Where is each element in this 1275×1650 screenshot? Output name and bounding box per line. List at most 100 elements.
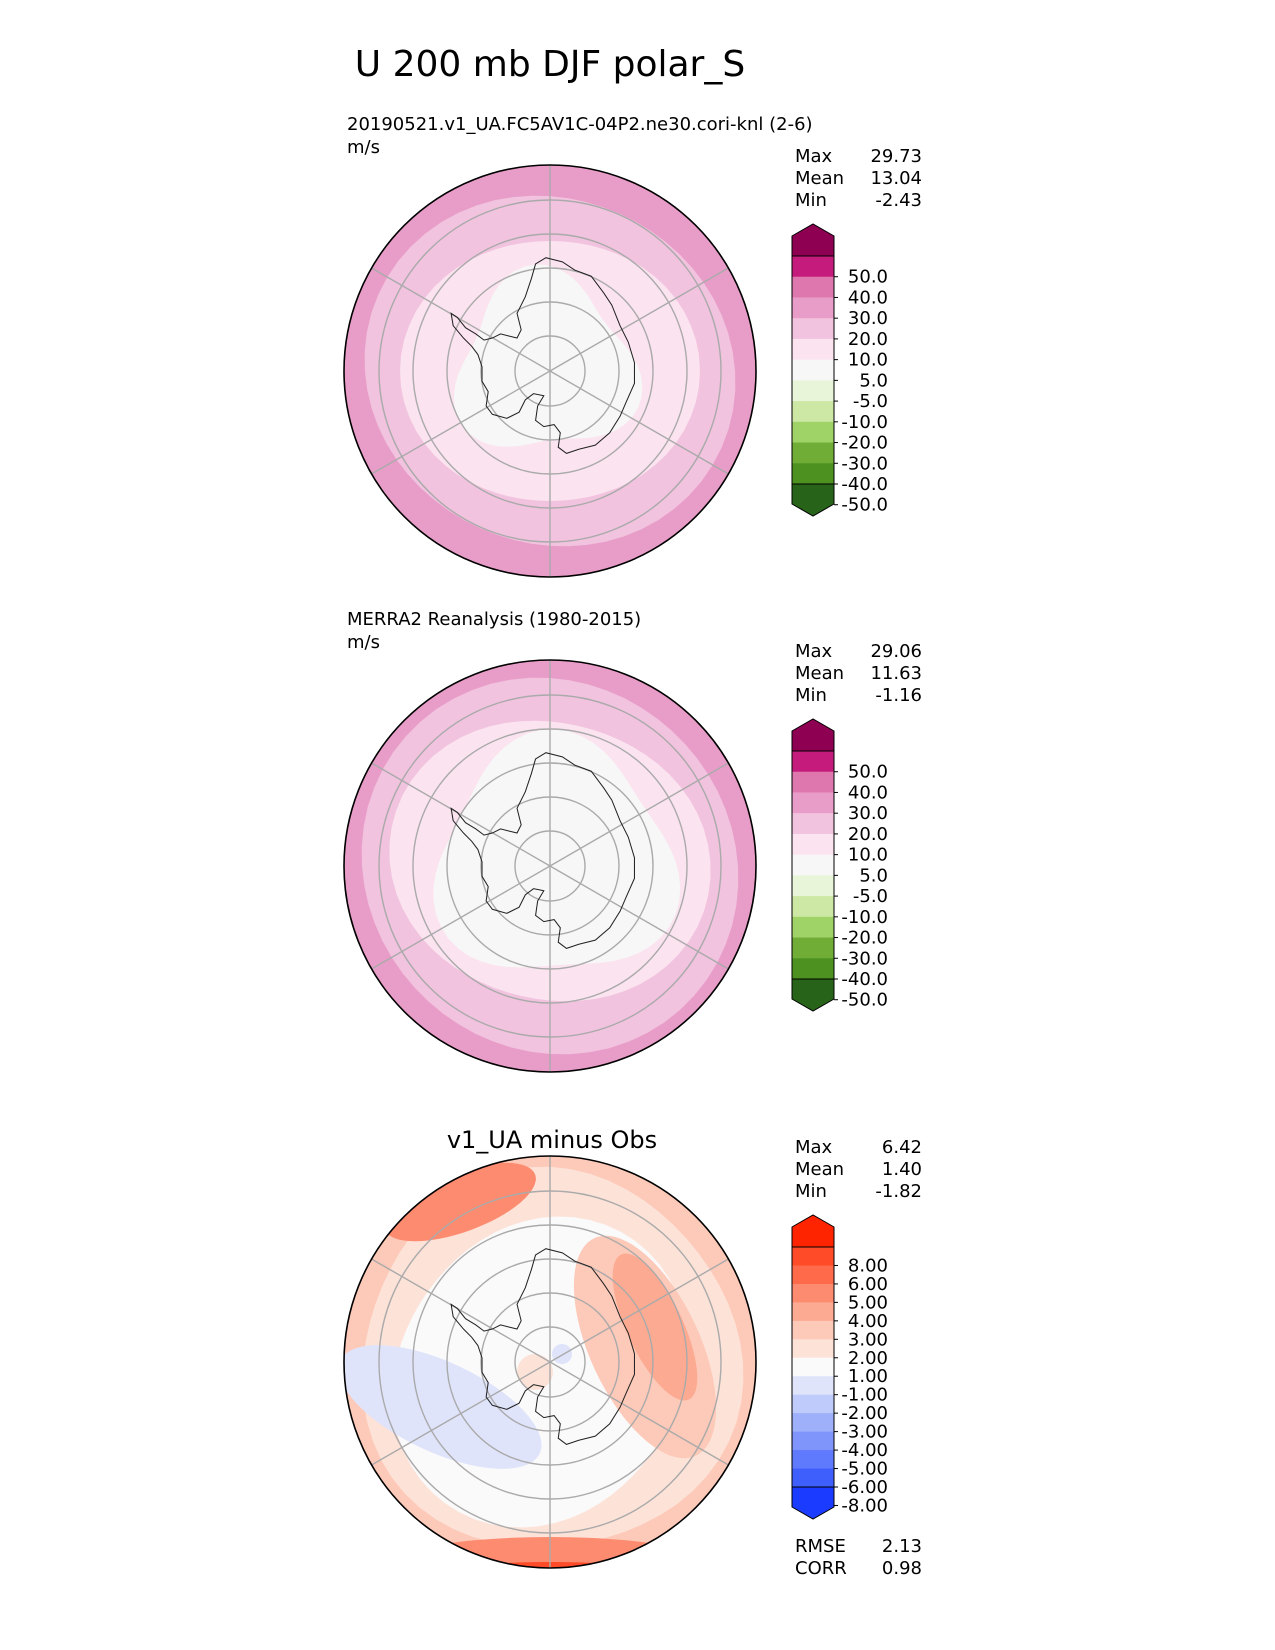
colorbar-segment [792,338,834,361]
colorbar-tick-label: -4.00 [841,1440,888,1461]
colorbar-tick-label: -20.0 [841,433,888,454]
colorbar-tick-label: -10.0 [841,412,888,433]
stat-label: Max [795,641,833,662]
stat-value: 0.98 [882,1558,922,1579]
field-east-core [612,1253,698,1401]
colorbar-frame [791,1246,835,1488]
colorbar-tick-label: -5.0 [853,886,888,907]
stat-label: Mean [795,1159,844,1180]
stat-value: -2.43 [875,190,922,211]
meridian-line [549,267,729,372]
stat-value: 2.13 [882,1536,922,1557]
panel-test-model: 20190521.v1_UA.FC5AV1C-04P2.ne30.cori-kn… [343,114,922,578]
stat-label: Mean [795,663,844,684]
colorbar-tick-label: 30.0 [848,803,888,824]
stat-value: 11.63 [870,663,922,684]
colorbar-segment [792,297,834,319]
colorbar-segment [792,1413,834,1433]
colorbar-segment [792,1468,834,1488]
colorbar-tick-label: 20.0 [848,824,888,845]
colorbar-tick-label: -1.00 [841,1385,888,1406]
colorbar-tick-label: -50.0 [841,495,888,516]
panel-units: m/s [347,137,380,158]
colorbar-segment [792,318,834,340]
meridian-line [549,370,729,475]
colorbar: 50.040.030.020.010.05.0-5.0-10.0-20.0-30… [791,718,888,1012]
colorbar-segment [792,442,834,464]
stat-value: 29.06 [870,641,922,662]
stat-label: Min [795,685,827,706]
stat-label: RMSE [795,1536,846,1557]
colorbar-tick-label: -3.00 [841,1422,888,1443]
colorbar-segment [792,359,834,381]
meridian-line [549,865,729,970]
colorbar-tick-label: 10.0 [848,350,888,371]
panel-title: MERRA2 Reanalysis (1980-2015) [347,609,641,630]
field-center-negative [552,1344,572,1364]
figure-title: U 200 mb DJF polar_S [355,44,745,85]
colorbar: 8.006.005.004.003.002.001.00-1.00-2.00-3… [791,1214,888,1520]
stat-value: -1.82 [875,1181,922,1202]
meridian-line [371,370,551,475]
meridian-line [371,762,551,867]
meridian-line [549,1361,729,1466]
colorbar-tick-label: -2.00 [841,1403,888,1424]
colorbar-tick-label: -40.0 [841,969,888,990]
map-boundary [343,164,757,578]
panel-reference-obs: MERRA2 Reanalysis (1980-2015)m/s Max 29.06… [343,609,922,1073]
map-boundary [343,1155,757,1569]
colorbar-tick-label: -6.00 [841,1477,888,1498]
colorbar-extend-max [791,1214,835,1248]
colorbar-tick-label: 5.00 [848,1292,888,1313]
meridian-line [549,762,729,867]
panel-units: m/s [347,632,380,653]
map-field [344,1156,756,1568]
colorbar-segment [792,833,834,856]
colorbar-segment [792,1320,834,1340]
colorbar-tick-label: 3.00 [848,1329,888,1350]
stat-label: Min [795,190,827,211]
colorbar-segment [792,1357,834,1377]
meridian-line [371,1258,551,1363]
stat-value: 29.73 [870,146,922,167]
field-positive-blob [384,1162,536,1242]
colorbar-tick-label: 50.0 [848,762,888,783]
colorbar: 50.040.030.020.010.05.0-5.0-10.0-20.0-30… [791,223,888,517]
colorbar-extend-max [791,718,835,752]
colorbar-segment [792,896,834,918]
panel-difference: v1_UA minus Obs Max 6.42 Mean 1.40 Min -1.82 RM… [343,1126,922,1579]
colorbar-tick-label: 1.00 [848,1366,888,1387]
colorbar-tick-label: 30.0 [848,308,888,329]
colorbar-segment [792,1265,834,1285]
colorbar-tick-label: 40.0 [848,287,888,308]
field-near-zero [453,264,643,447]
colorbar-tick-label: 8.00 [848,1255,888,1276]
colorbar-tick-label: -5.00 [841,1459,888,1480]
colorbar-segment [792,1247,834,1266]
colorbar-segment [792,771,834,793]
colorbar-extend-min [791,483,835,517]
colorbar-tick-label: -50.0 [841,990,888,1011]
colorbar-segment [792,256,834,278]
colorbar-tick-label: 50.0 [848,267,888,288]
colorbar-tick-label: -5.0 [853,391,888,412]
field-negative-region [344,1345,542,1469]
colorbar-segment [792,276,834,298]
colorbar-extend-max [791,223,835,257]
colorbar-segment [792,1283,834,1303]
colorbar-segment [792,421,834,444]
colorbar-segment [792,958,834,980]
colorbar-segment [792,854,834,876]
colorbar-tick-label: 6.00 [848,1274,888,1295]
colorbar-segment [792,937,834,959]
colorbar-segment [792,751,834,773]
stat-label: Max [795,146,833,167]
colorbar-segment [792,463,834,485]
colorbar-tick-label: -30.0 [841,453,888,474]
colorbar-segment [792,401,834,423]
field-center-positive [517,1354,553,1390]
colorbar-tick-label: -30.0 [841,948,888,969]
map-boundary [343,659,757,1073]
colorbar-tick-label: -20.0 [841,928,888,949]
stat-value: 6.42 [882,1137,922,1158]
